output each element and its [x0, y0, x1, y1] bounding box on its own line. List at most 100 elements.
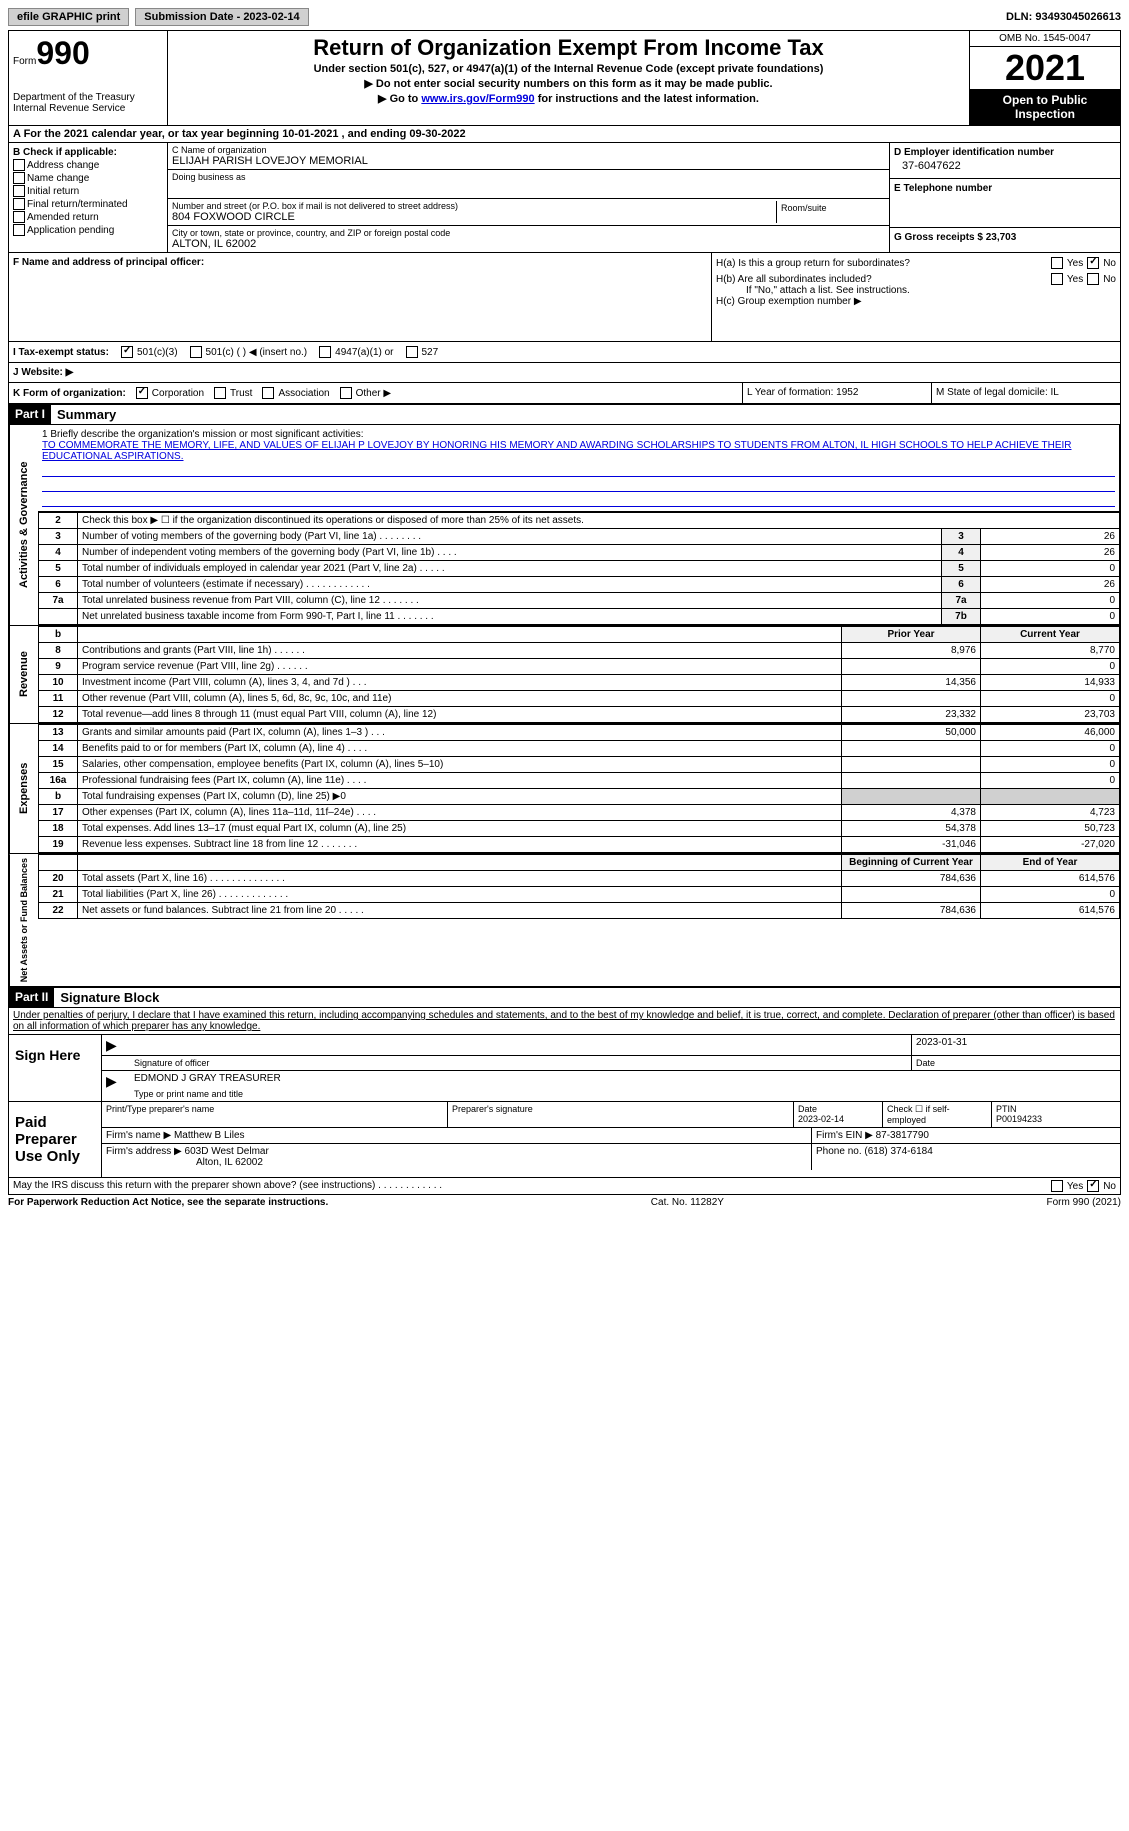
website-label: J Website: ▶: [13, 367, 73, 378]
chk-address[interactable]: [13, 159, 25, 171]
row-i: I Tax-exempt status: 501(c)(3) 501(c) ( …: [8, 342, 1121, 363]
irs-discuss-label: May the IRS discuss this return with the…: [13, 1180, 442, 1192]
dba-label: Doing business as: [172, 172, 885, 182]
form-number: 990: [36, 35, 89, 71]
part2-title: Signature Block: [54, 988, 165, 1007]
mission-label: 1 Briefly describe the organization's mi…: [42, 429, 1115, 440]
section-expenses: Expenses 13Grants and similar amounts pa…: [8, 723, 1121, 853]
irs-discuss-row: May the IRS discuss this return with the…: [8, 1178, 1121, 1195]
part1-header: Part I Summary: [8, 404, 1121, 425]
col-b-label: B Check if applicable:: [13, 147, 163, 158]
irs-label: Internal Revenue Service: [13, 103, 163, 114]
phone-label: E Telephone number: [894, 183, 1116, 194]
submission-date: Submission Date - 2023-02-14: [135, 8, 308, 26]
side-expenses: Expenses: [9, 724, 38, 853]
sign-here-label: Sign Here: [9, 1035, 102, 1101]
firm-name: Matthew B Liles: [174, 1130, 245, 1141]
netassets-table: Beginning of Current YearEnd of Year 20T…: [38, 854, 1120, 919]
return-title: Return of Organization Exempt From Incom…: [172, 35, 965, 61]
chk-501c[interactable]: [190, 346, 202, 358]
footer-right: Form 990 (2021): [1047, 1197, 1121, 1208]
efile-button[interactable]: efile GRAPHIC print: [8, 8, 129, 26]
chk-other[interactable]: [340, 387, 352, 399]
chk-527[interactable]: [406, 346, 418, 358]
header-sub1: Under section 501(c), 527, or 4947(a)(1)…: [172, 63, 965, 75]
block-bcd: B Check if applicable: Address change Na…: [8, 143, 1121, 253]
part2-header: Part II Signature Block: [8, 987, 1121, 1008]
chk-corp[interactable]: [136, 387, 148, 399]
addr-label: Number and street (or P.O. box if mail i…: [172, 201, 776, 211]
gross-receipts: G Gross receipts $ 23,703: [894, 232, 1116, 243]
top-bar: efile GRAPHIC print Submission Date - 20…: [8, 8, 1121, 26]
paid-preparer-label: Paid Preparer Use Only: [9, 1102, 102, 1177]
expenses-table: 13Grants and similar amounts paid (Part …: [38, 724, 1120, 853]
line-2: Check this box ▶ ☐ if the organization d…: [78, 513, 1120, 529]
row-j: J Website: ▶: [8, 363, 1121, 383]
sig-officer-label: Signature of officer: [130, 1056, 912, 1070]
section-revenue: Revenue bPrior YearCurrent Year 8Contrib…: [8, 625, 1121, 723]
chk-initial[interactable]: [13, 185, 25, 197]
hb-note: If "No," attach a list. See instructions…: [746, 285, 1116, 296]
irs-link[interactable]: www.irs.gov/Form990: [421, 93, 534, 105]
year-formation: L Year of formation: 1952: [743, 383, 932, 403]
discuss-no[interactable]: [1087, 1180, 1099, 1192]
prep-self-employed: Check ☐ if self-employed: [883, 1102, 992, 1127]
firm-address: 603D West Delmar: [185, 1146, 269, 1157]
ptin: P00194233: [996, 1114, 1042, 1124]
hb-no[interactable]: [1087, 273, 1099, 285]
side-governance: Activities & Governance: [9, 425, 38, 625]
street-address: 804 FOXWOOD CIRCLE: [172, 211, 776, 223]
org-name: ELIJAH PARISH LOVEJOY MEMORIAL: [172, 155, 885, 167]
col-b: B Check if applicable: Address change Na…: [9, 143, 168, 252]
hc-label: H(c) Group exemption number ▶: [716, 296, 1116, 307]
chk-final[interactable]: [13, 198, 25, 210]
prep-sig-label: Preparer's signature: [448, 1102, 794, 1127]
chk-501c3[interactable]: [121, 346, 133, 358]
form-header: Form990 Department of the Treasury Inter…: [8, 30, 1121, 126]
ha-yes[interactable]: [1051, 257, 1063, 269]
ein: 37-6047622: [894, 158, 1116, 174]
prep-date: 2023-02-14: [798, 1114, 844, 1124]
room-label: Room/suite: [781, 203, 881, 213]
sig-date-label: Date: [912, 1056, 1120, 1070]
section-governance: Activities & Governance 1 Briefly descri…: [8, 425, 1121, 625]
part1-title: Summary: [51, 405, 122, 424]
chk-amended[interactable]: [13, 211, 25, 223]
prep-name-label: Print/Type preparer's name: [102, 1102, 448, 1127]
form-org-label: K Form of organization:: [13, 388, 126, 399]
page-footer: For Paperwork Reduction Act Notice, see …: [8, 1195, 1121, 1210]
ha-no[interactable]: [1087, 257, 1099, 269]
hb-label: H(b) Are all subordinates included?: [716, 274, 872, 285]
chk-name[interactable]: [13, 172, 25, 184]
omb-number: OMB No. 1545-0047: [970, 31, 1120, 47]
tax-status-label: I Tax-exempt status:: [13, 347, 109, 358]
part1-label: Part I: [9, 405, 51, 424]
discuss-yes[interactable]: [1051, 1180, 1063, 1192]
firm-phone: Phone no. (618) 374-6184: [812, 1144, 1120, 1170]
form-label: Form: [13, 56, 36, 67]
row-klm: K Form of organization: Corporation Trus…: [8, 383, 1121, 404]
tax-year: 2021: [970, 47, 1120, 89]
sign-here-block: Sign Here ▶ 2023-01-31 Signature of offi…: [8, 1034, 1121, 1102]
col-c: C Name of organization ELIJAH PARISH LOV…: [168, 143, 889, 252]
state-domicile: M State of legal domicile: IL: [932, 383, 1120, 403]
org-name-label: C Name of organization: [172, 145, 885, 155]
dln: DLN: 93493045026613: [1006, 11, 1121, 23]
hb-yes[interactable]: [1051, 273, 1063, 285]
part2-label: Part II: [9, 988, 54, 1007]
officer-name: EDMOND J GRAY TREASURER: [130, 1071, 1120, 1087]
officer-name-label: Type or print name and title: [130, 1087, 1120, 1101]
chk-4947[interactable]: [319, 346, 331, 358]
chk-pending[interactable]: [13, 224, 25, 236]
side-netassets: Net Assets or Fund Balances: [9, 854, 38, 986]
city-state-zip: ALTON, IL 62002: [172, 238, 885, 250]
chk-trust[interactable]: [214, 387, 226, 399]
side-revenue: Revenue: [9, 626, 38, 723]
header-sub3: ▶ Go to www.irs.gov/Form990 for instruct…: [172, 92, 965, 105]
firm-city: Alton, IL 62002: [196, 1157, 263, 1168]
chk-assoc[interactable]: [262, 387, 274, 399]
row-a-period: A For the 2021 calendar year, or tax yea…: [8, 126, 1121, 143]
governance-table: 2Check this box ▶ ☐ if the organization …: [38, 512, 1120, 625]
ha-label: H(a) Is this a group return for subordin…: [716, 258, 910, 269]
sign-date: 2023-01-31: [912, 1035, 1120, 1055]
